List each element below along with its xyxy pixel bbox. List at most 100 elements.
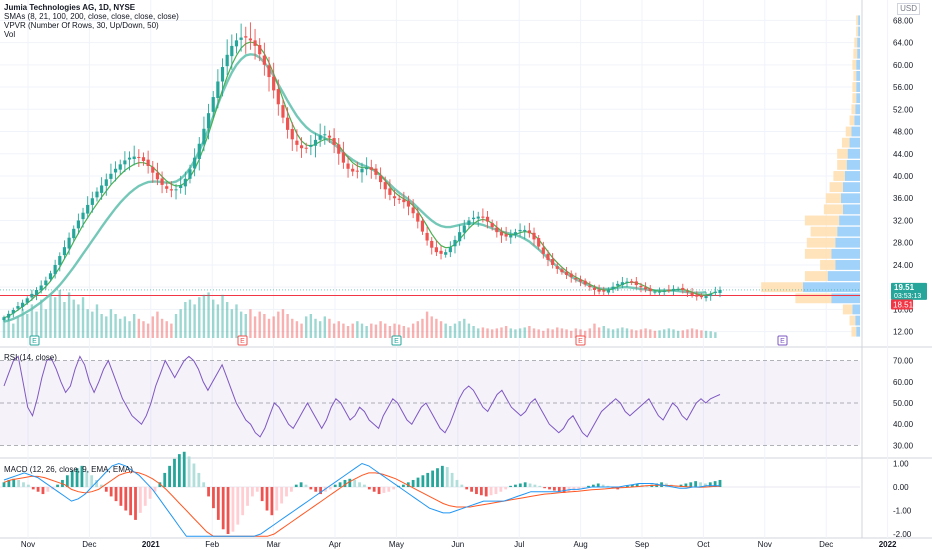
macd-histogram-bar	[17, 479, 21, 488]
volume-bar	[407, 327, 410, 338]
y-tick-label: 32.00	[893, 216, 914, 225]
candle-body	[323, 134, 327, 136]
event-marker-label: E	[578, 338, 583, 345]
volume-bar	[574, 328, 578, 338]
candle-body	[667, 289, 671, 291]
candle-body	[541, 247, 545, 254]
vpvr-up-bar	[856, 326, 860, 337]
candle-body	[76, 220, 80, 229]
candles[interactable]	[2, 22, 722, 322]
vpvr-down-bar	[849, 315, 856, 326]
volume-bar	[184, 302, 187, 338]
candle-body	[183, 178, 187, 187]
candle-body	[39, 285, 43, 291]
macd-histogram-bar	[90, 475, 94, 488]
x-tick-label: May	[389, 540, 404, 549]
candle-body	[467, 220, 471, 226]
volume-bar	[477, 328, 480, 338]
candle-body	[290, 128, 294, 140]
candle-body	[690, 292, 694, 295]
volume-bar	[681, 330, 685, 338]
candle-body	[681, 287, 685, 290]
macd-histogram-bar	[285, 487, 288, 497]
volume-bar	[546, 328, 550, 338]
macd-histogram-bar	[12, 478, 16, 488]
macd-histogram-bar	[445, 467, 449, 488]
candle-body	[123, 160, 127, 165]
macd-legend[interactable]: MACD (12, 26, close, 9, EMA, EMA)	[4, 465, 133, 474]
candle-body	[402, 199, 406, 203]
vpvr-legend[interactable]: VPVR (Number Of Rows, 30, Up/Down, 50)	[4, 21, 159, 30]
macd-histogram-bar	[255, 487, 259, 492]
candle-body	[551, 259, 555, 265]
candle-body	[113, 168, 118, 173]
candle-body	[86, 204, 90, 214]
macd-histogram-bar	[367, 487, 371, 490]
volume-bar	[374, 324, 378, 338]
volume-bar	[100, 314, 103, 338]
candle-body	[430, 240, 434, 248]
x-tick-label: 2021	[142, 540, 160, 549]
volume-bar	[281, 309, 285, 338]
macd-histogram-bar	[489, 487, 493, 496]
y-tick-label: 40.00	[893, 172, 914, 181]
candle-body	[532, 232, 536, 240]
candle-body	[644, 287, 648, 290]
candle-body	[62, 247, 67, 256]
volume-bar	[667, 328, 671, 338]
candle-body	[597, 289, 601, 292]
macd-histogram-bar	[134, 487, 137, 520]
vpvr-down-bar	[804, 248, 832, 259]
volume-bar	[160, 318, 164, 338]
volume-bar	[690, 328, 694, 338]
vpvr-up-bar	[851, 126, 860, 137]
candle-body	[527, 230, 531, 234]
volume-bar	[26, 314, 29, 338]
vpvr-up-bar	[858, 26, 860, 37]
candle-body	[53, 264, 57, 275]
y-tick-label: 64.00	[893, 39, 914, 48]
countdown-text: 03:53:13	[894, 293, 921, 300]
macd-histogram-bar	[470, 487, 473, 492]
volume-bar	[258, 311, 261, 338]
macd-histogram-bar	[319, 487, 322, 495]
volume-bar	[439, 321, 443, 338]
x-tick-label: Dec	[82, 540, 96, 549]
sma-8-line	[3, 41, 716, 319]
macd-histogram-bar	[343, 479, 347, 488]
vpvr-up-bar	[835, 260, 860, 270]
y-tick-label: 48.00	[893, 128, 914, 137]
macd-histogram-bar	[153, 487, 157, 492]
candle-body	[671, 288, 676, 291]
sma-legend[interactable]: SMAs (8, 21, 100, 200, close, close, clo…	[4, 12, 179, 21]
volume-bar	[583, 330, 587, 338]
volume-bar	[95, 304, 99, 338]
volume-bar	[170, 323, 173, 338]
macd-histogram-bar	[587, 485, 590, 488]
candle-body	[179, 185, 183, 189]
y-tick-label: 44.00	[893, 150, 914, 159]
macd-histogram-bar	[416, 477, 420, 488]
x-tick-label: Nov	[21, 540, 35, 549]
macd-histogram-bar	[645, 485, 649, 488]
macd-histogram-bar	[216, 487, 220, 520]
vpvr-up-bar	[854, 115, 860, 126]
candle-body	[458, 232, 462, 242]
vpvr-up-bar	[803, 282, 860, 293]
volume-bar	[467, 323, 471, 338]
candle-body	[476, 216, 480, 219]
rsi-legend[interactable]: RSI (14, close)	[4, 353, 57, 362]
vpvr-up-bar	[856, 59, 860, 70]
vpvr-up-bar	[846, 159, 860, 170]
candle-body	[518, 229, 522, 232]
currency-label[interactable]: USD	[897, 3, 920, 15]
vol-legend[interactable]: Vol	[4, 30, 16, 39]
vpvr-down-bar	[820, 260, 836, 270]
volume-bar	[453, 323, 457, 338]
macd-histogram-bar	[392, 487, 396, 490]
volume-bar	[263, 314, 266, 338]
candle-body	[211, 97, 215, 112]
y-tick-label: 52.00	[893, 105, 914, 114]
